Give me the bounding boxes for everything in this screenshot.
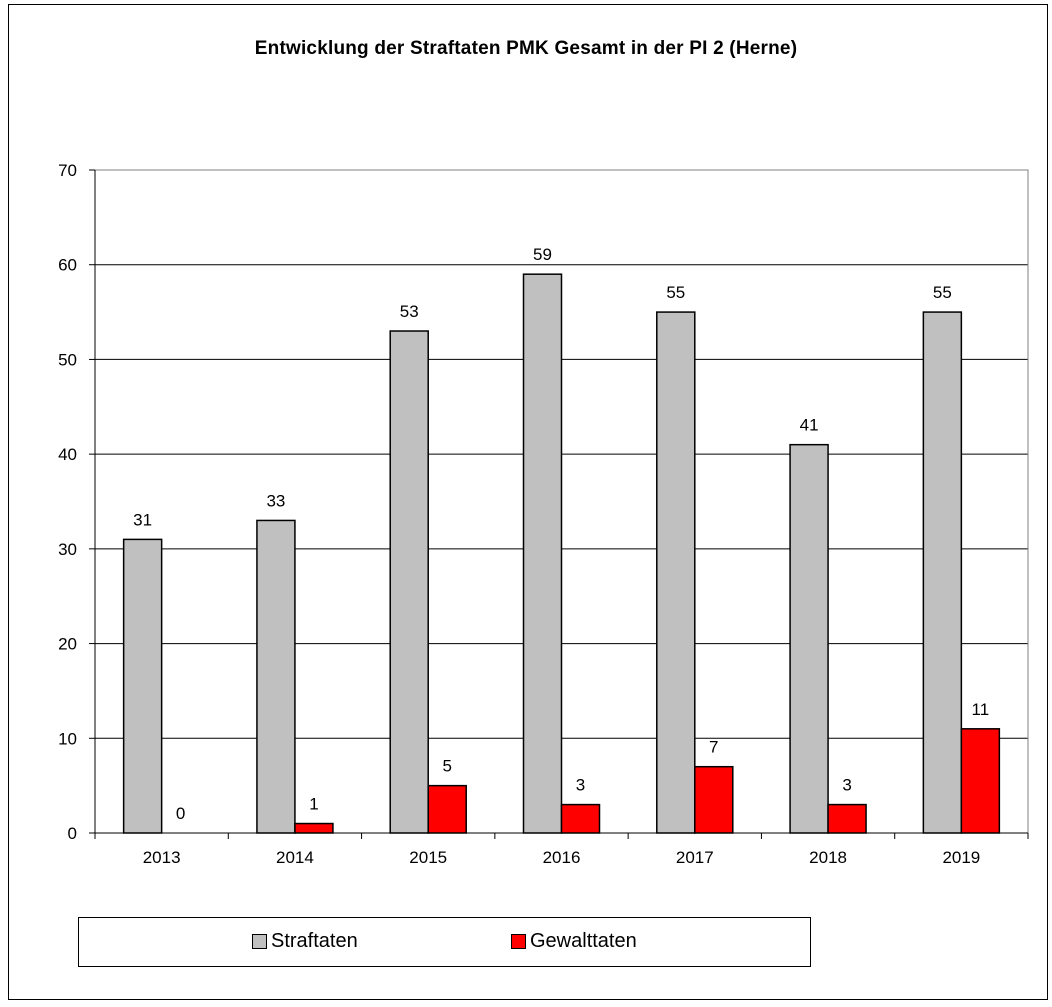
bars xyxy=(122,273,1001,834)
y-tick-label: 70 xyxy=(58,161,77,180)
bar-straftaten xyxy=(122,538,163,834)
bar-gewalttaten xyxy=(960,728,1001,834)
bar-gewalttaten xyxy=(694,765,734,834)
data-label-gewalttaten: 1 xyxy=(309,795,318,814)
legend-item-gewalttaten: Gewalttaten xyxy=(511,930,637,953)
x-tick-label: 2013 xyxy=(143,848,181,867)
bar-straftaten xyxy=(922,311,963,834)
legend-swatch-straftaten xyxy=(252,934,267,949)
y-tick-label: 60 xyxy=(58,256,77,275)
legend-label-straftaten: Straftaten xyxy=(271,930,358,952)
data-label-gewalttaten: 3 xyxy=(842,776,851,795)
y-tick-label: 0 xyxy=(68,824,77,843)
x-tick-label: 2014 xyxy=(276,848,314,867)
bar-gewalttaten xyxy=(427,784,467,834)
y-tick-label: 20 xyxy=(58,635,77,654)
bar-gewalttaten xyxy=(827,803,867,834)
data-labels: 31 0 33 1 53 5 59 3 55 7 41 3 55 11 xyxy=(133,245,989,823)
data-label-straftaten: 55 xyxy=(933,283,952,302)
data-label-straftaten: 41 xyxy=(800,416,819,435)
bar-straftaten xyxy=(656,311,696,834)
bar-straftaten xyxy=(256,519,296,834)
bar-straftaten xyxy=(789,443,829,834)
data-label-straftaten: 55 xyxy=(666,283,685,302)
data-label-gewalttaten: 0 xyxy=(176,804,185,823)
data-label-straftaten: 33 xyxy=(266,491,285,510)
y-tick-label: 40 xyxy=(58,445,77,464)
chart-title: Entwicklung der Straftaten PMK Gesamt in… xyxy=(254,38,798,59)
x-tick-label: 2018 xyxy=(809,848,847,867)
x-tick-label: 2017 xyxy=(676,848,714,867)
legend-swatch-gewalttaten xyxy=(511,934,526,949)
data-label-gewalttaten: 11 xyxy=(972,700,990,719)
data-label-straftaten: 53 xyxy=(400,302,419,321)
data-label-gewalttaten: 5 xyxy=(442,757,451,776)
data-label-gewalttaten: 3 xyxy=(576,776,585,795)
x-tick-label: 2015 xyxy=(409,848,447,867)
y-tick-label: 50 xyxy=(58,350,77,369)
legend-item-straftaten: Straftaten xyxy=(252,930,358,953)
bar-straftaten xyxy=(389,330,429,834)
bar-gewalttaten xyxy=(560,803,601,834)
x-tick-label: 2016 xyxy=(543,848,581,867)
y-tick-label: 10 xyxy=(58,729,77,748)
bar-straftaten xyxy=(522,273,563,834)
data-label-straftaten: 59 xyxy=(533,245,552,264)
x-tick-label: 2019 xyxy=(942,848,980,867)
data-label-straftaten: 31 xyxy=(133,510,152,529)
bar-gewalttaten xyxy=(294,822,334,834)
data-label-gewalttaten: 7 xyxy=(709,738,718,757)
y-tick-label: 30 xyxy=(58,540,77,559)
legend-label-gewalttaten: Gewalttaten xyxy=(530,930,637,952)
legend: Straftaten Gewalttaten xyxy=(78,917,811,967)
